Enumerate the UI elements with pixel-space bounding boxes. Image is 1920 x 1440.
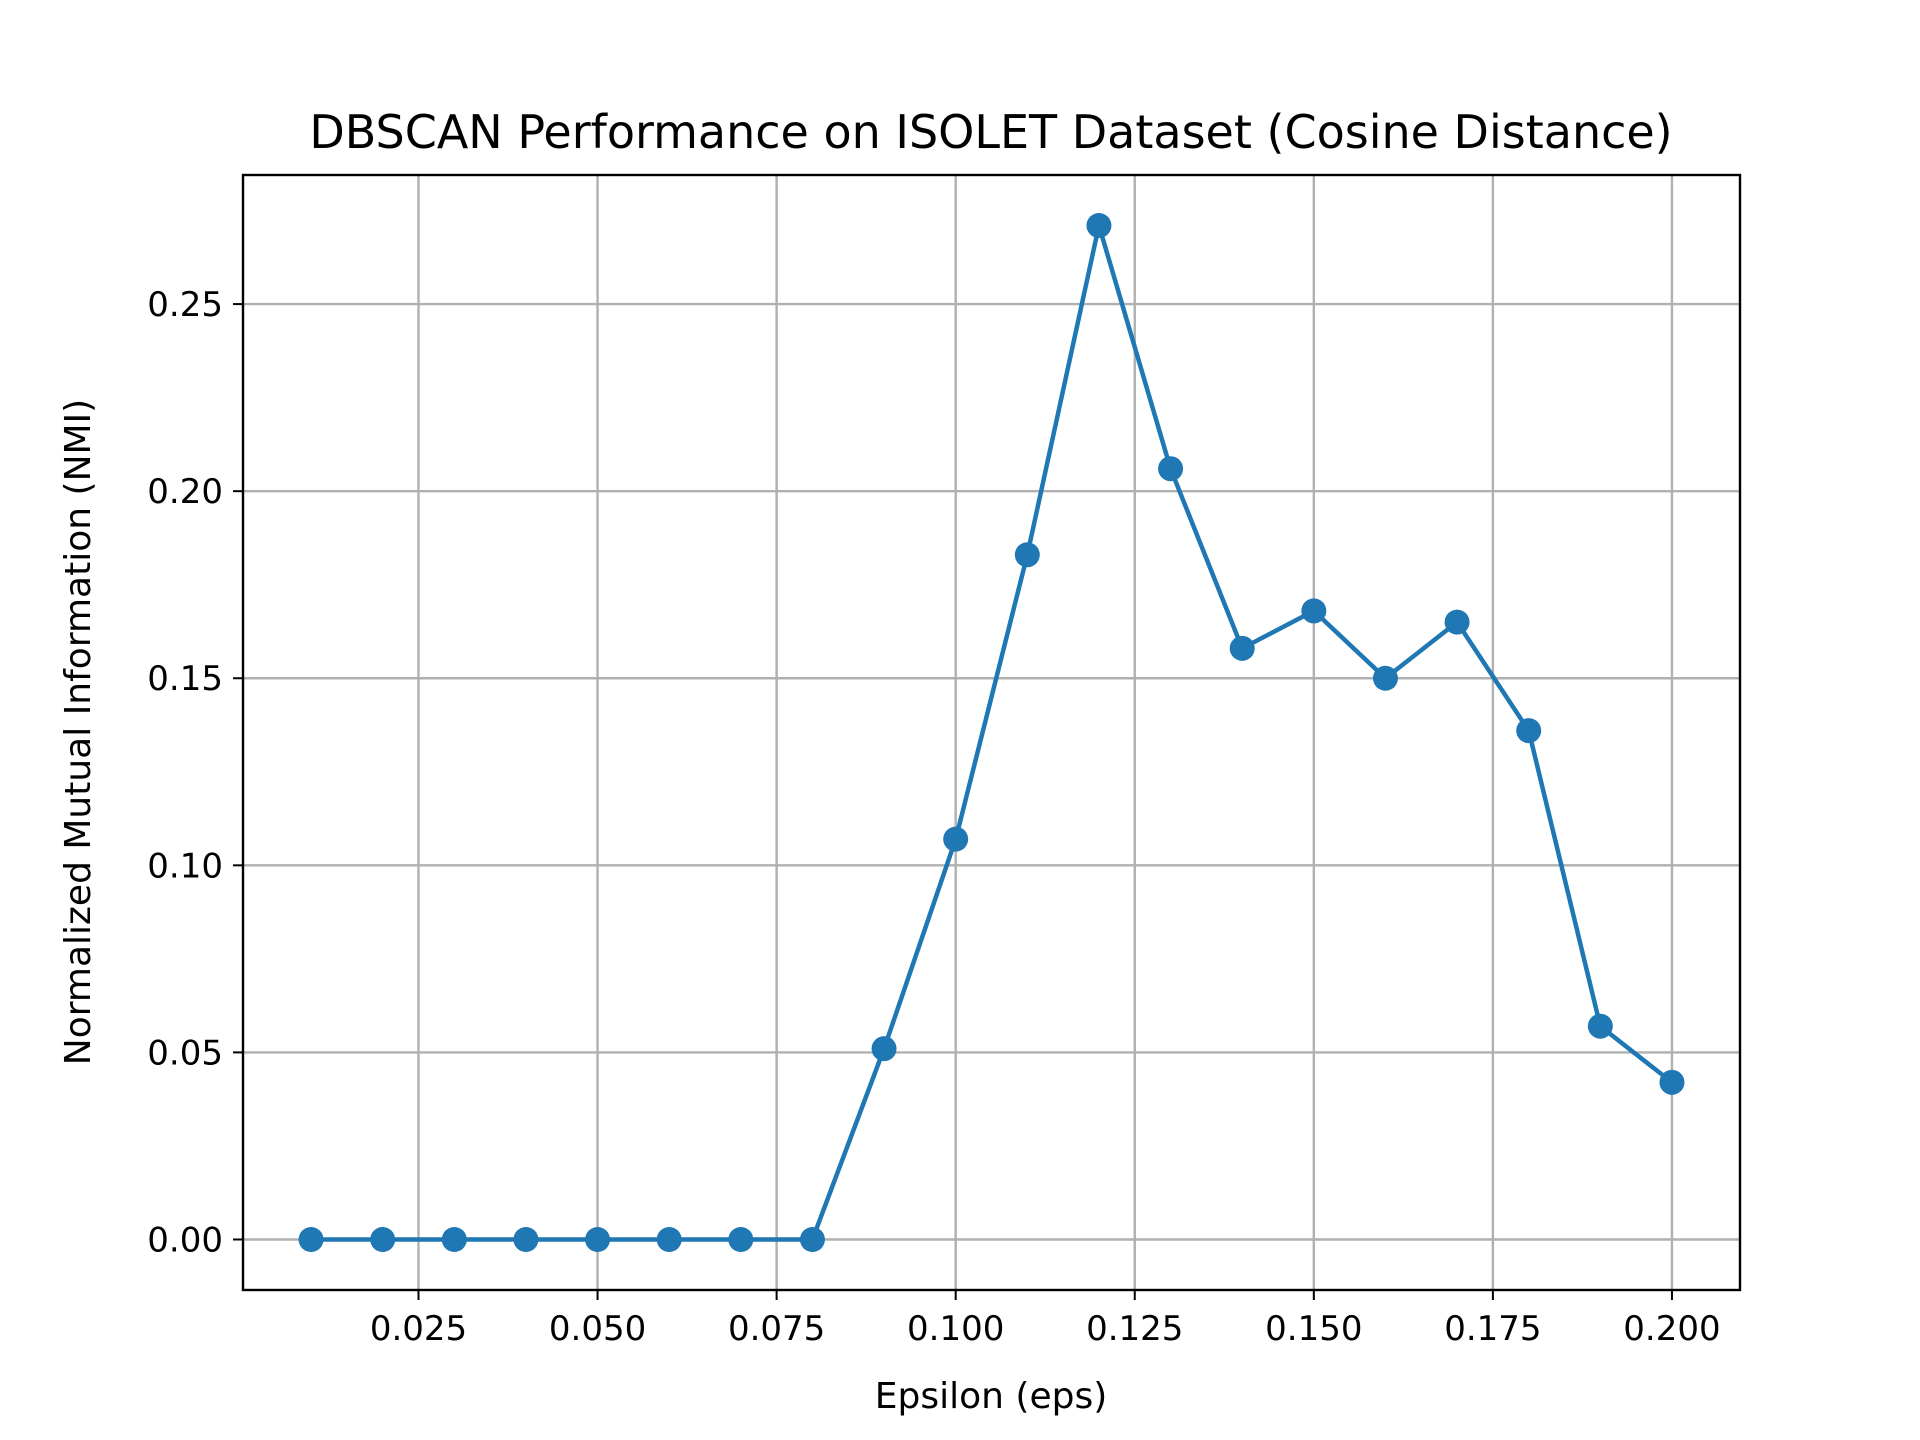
- x-tick-label: 0.200: [1623, 1309, 1720, 1349]
- data-point: [656, 1226, 682, 1252]
- data-point: [370, 1226, 396, 1252]
- data-point: [298, 1226, 324, 1252]
- x-tick-label: 0.150: [1265, 1309, 1362, 1349]
- data-point: [1086, 213, 1112, 239]
- data-point: [513, 1226, 539, 1252]
- x-tick-label: 0.075: [728, 1309, 825, 1349]
- data-point: [1301, 598, 1327, 624]
- data-point: [799, 1226, 825, 1252]
- chart-title: DBSCAN Performance on ISOLET Dataset (Co…: [309, 105, 1672, 159]
- y-tick-label: 0.20: [147, 472, 223, 512]
- data-point: [441, 1226, 467, 1252]
- data-point: [1444, 609, 1470, 635]
- x-tick-label: 0.025: [370, 1309, 467, 1349]
- data-point: [871, 1036, 897, 1062]
- data-point: [585, 1226, 611, 1252]
- data-point: [1158, 456, 1184, 482]
- y-axis-label: Normalized Mutual Information (NMI): [58, 399, 99, 1065]
- data-point: [1372, 665, 1398, 691]
- plot-area-frame: [241, 173, 1742, 1292]
- y-tick-label: 0.10: [147, 846, 223, 886]
- grid-layer: [243, 175, 1740, 1290]
- x-axis-label: Epsilon (eps): [875, 1376, 1108, 1417]
- x-tick-label: 0.050: [549, 1309, 646, 1349]
- data-point: [1014, 542, 1040, 568]
- tick-layer: 0.025 0.050 0.075 0.100 0.125 0.150 0.175 0.200…: [147, 285, 1720, 1349]
- y-tick-label: 0.25: [147, 285, 223, 325]
- data-point: [1516, 718, 1542, 744]
- data-point: [1587, 1013, 1613, 1039]
- y-tick-label: 0.05: [147, 1033, 223, 1073]
- y-tick-label: 0.15: [147, 659, 223, 699]
- x-tick-label: 0.175: [1444, 1309, 1541, 1349]
- data-point: [1229, 635, 1255, 661]
- data-point: [1659, 1069, 1685, 1095]
- data-point: [728, 1226, 754, 1252]
- y-tick-label: 0.00: [147, 1220, 223, 1260]
- x-tick-label: 0.100: [907, 1309, 1004, 1349]
- series-layer: [298, 213, 1685, 1252]
- x-tick-label: 0.125: [1086, 1309, 1183, 1349]
- data-point: [943, 826, 969, 852]
